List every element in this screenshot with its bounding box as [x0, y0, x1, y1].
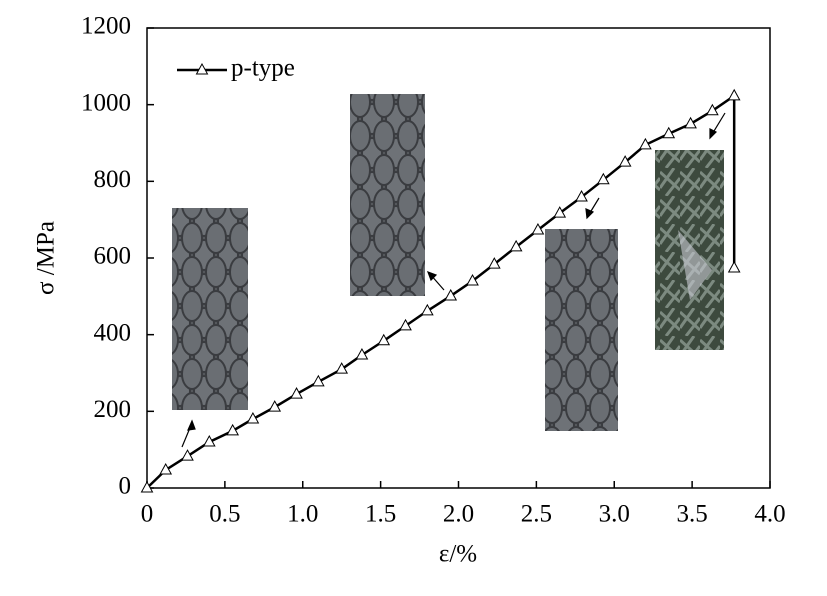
- x-tick-label: 2.0: [443, 501, 474, 528]
- point-marker: [399, 318, 412, 331]
- legend-label: p-type: [231, 55, 295, 82]
- legend-marker: [195, 62, 209, 75]
- x-tick-label: 3.0: [599, 501, 630, 528]
- arrow-head: [187, 419, 196, 431]
- y-axis-label: σ /MPa: [33, 221, 60, 295]
- x-tick-label: 3.5: [677, 501, 708, 528]
- inset-photo: [545, 229, 618, 431]
- arrow-head: [585, 208, 595, 220]
- point-marker: [268, 400, 282, 412]
- point-marker: [662, 126, 676, 139]
- point-marker: [311, 374, 325, 387]
- point-marker: [639, 137, 652, 150]
- x-tick-label: 1.0: [287, 501, 318, 528]
- point-marker: [290, 387, 303, 399]
- point-marker: [444, 288, 458, 301]
- point-marker: [618, 155, 632, 167]
- arrow-head: [426, 270, 438, 282]
- point-marker: [706, 103, 719, 116]
- y-tick-label: 600: [94, 243, 132, 270]
- arrows: [181, 112, 726, 448]
- y-tick-label: 400: [94, 319, 132, 346]
- point-marker: [335, 362, 349, 374]
- point-marker: [553, 206, 567, 218]
- arrow-head: [709, 128, 718, 140]
- point-marker: [421, 303, 434, 316]
- point-marker: [466, 273, 479, 286]
- x-axis-label: ε/%: [439, 541, 477, 568]
- y-tick-label: 800: [94, 166, 132, 193]
- point-marker: [181, 449, 194, 461]
- y-tick-label: 1000: [81, 89, 131, 116]
- x-tick-label: 0.5: [209, 501, 240, 528]
- point-marker: [377, 333, 391, 346]
- point-marker: [531, 222, 545, 235]
- y-tick-label: 1200: [81, 13, 131, 40]
- y-tick-label: 200: [94, 396, 132, 423]
- inset-detail: [678, 230, 712, 300]
- point-marker: [159, 462, 173, 475]
- inset-photo: [350, 94, 425, 296]
- point-marker: [509, 239, 523, 252]
- x-tick-label: 1.5: [365, 501, 396, 528]
- point-marker: [140, 480, 154, 493]
- point-marker: [684, 116, 697, 129]
- inset-photo: [172, 208, 248, 410]
- y-tick-label: 0: [119, 473, 132, 500]
- point-marker: [202, 434, 216, 447]
- x-tick-label: 0: [141, 501, 154, 528]
- point-marker: [487, 257, 501, 269]
- x-tick-label: 4.0: [754, 501, 785, 528]
- point-marker: [575, 190, 588, 202]
- point-marker: [226, 423, 240, 436]
- point-marker: [355, 347, 369, 360]
- point-marker: [597, 172, 610, 185]
- point-marker: [727, 260, 741, 273]
- insets: [172, 94, 724, 431]
- point-marker: [246, 411, 260, 424]
- x-tick-label: 2.5: [521, 501, 552, 528]
- point-marker: [727, 88, 741, 101]
